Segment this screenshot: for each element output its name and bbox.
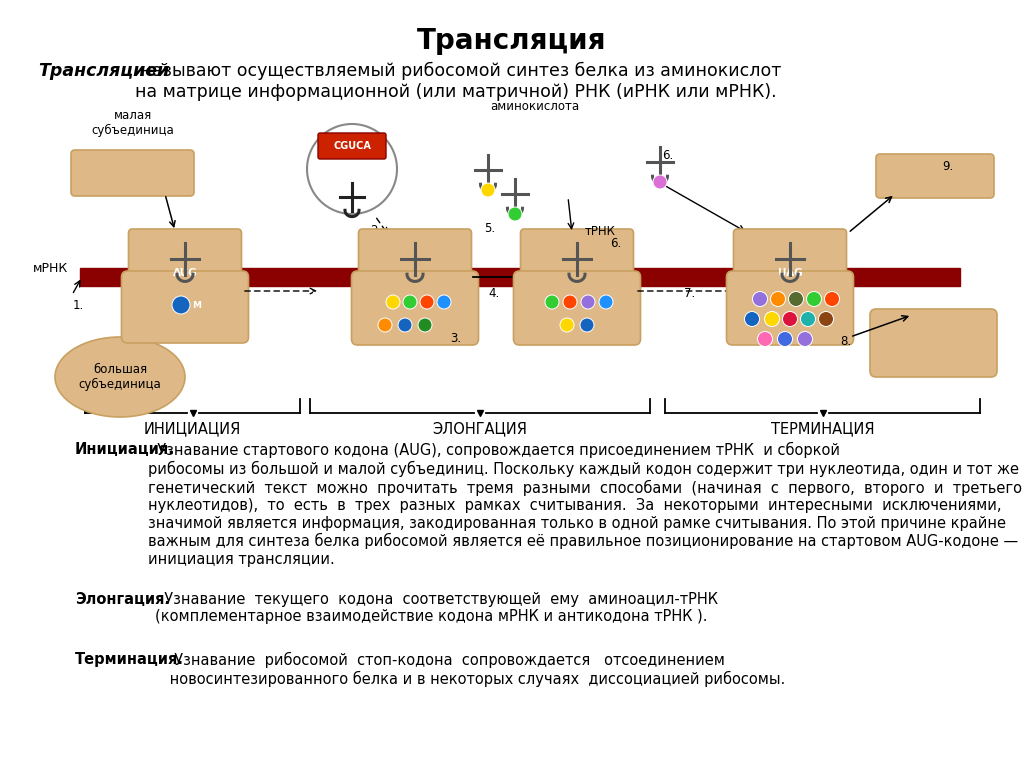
Text: Трансляция: Трансляция	[417, 27, 607, 55]
Circle shape	[807, 291, 821, 307]
Circle shape	[386, 295, 400, 309]
Text: 6.: 6.	[663, 149, 674, 162]
Text: Узнавание  текущего  кодона  соответствующей  ему  аминоацил-тРНК
(комплементарн: Узнавание текущего кодона соответствующе…	[155, 592, 718, 624]
Circle shape	[580, 318, 594, 332]
FancyBboxPatch shape	[870, 309, 997, 377]
Text: тРНК: тРНК	[585, 225, 615, 238]
Text: 8.: 8.	[840, 335, 851, 348]
Text: аминокислота: аминокислота	[490, 100, 580, 114]
Text: CGUCA: CGUCA	[333, 141, 371, 151]
Text: M: M	[193, 301, 201, 310]
Circle shape	[545, 295, 559, 309]
Ellipse shape	[55, 337, 185, 417]
Text: Терминация.: Терминация.	[75, 652, 184, 667]
Circle shape	[420, 295, 434, 309]
Circle shape	[599, 295, 613, 309]
Circle shape	[581, 295, 595, 309]
Circle shape	[777, 331, 793, 347]
FancyBboxPatch shape	[358, 229, 471, 281]
Circle shape	[378, 318, 392, 332]
FancyBboxPatch shape	[351, 271, 478, 345]
Circle shape	[481, 183, 495, 197]
Circle shape	[418, 318, 432, 332]
FancyBboxPatch shape	[128, 229, 242, 281]
Circle shape	[765, 311, 779, 327]
Text: 6.: 6.	[610, 237, 622, 250]
Circle shape	[782, 311, 798, 327]
Circle shape	[758, 331, 772, 347]
Circle shape	[753, 291, 768, 307]
FancyBboxPatch shape	[318, 133, 386, 159]
Text: 7.: 7.	[684, 287, 695, 300]
Circle shape	[770, 291, 785, 307]
Text: ИНИЦИАЦИЯ: ИНИЦИАЦИЯ	[144, 421, 241, 436]
FancyBboxPatch shape	[71, 150, 194, 196]
Text: 9.: 9.	[942, 160, 953, 173]
Circle shape	[824, 291, 840, 307]
Text: Узнавание стартового кодона (AUG), сопровождается присоединением тРНК  и сборкой: Узнавание стартового кодона (AUG), сопро…	[148, 442, 1022, 567]
FancyBboxPatch shape	[726, 271, 853, 345]
FancyBboxPatch shape	[122, 271, 249, 343]
Circle shape	[563, 295, 577, 309]
Text: Узнавание  рибосомой  стоп-кодона  сопровождается   отсоединением
 новосинтезиро: Узнавание рибосомой стоп-кодона сопровож…	[165, 652, 785, 687]
Circle shape	[801, 311, 815, 327]
Circle shape	[403, 295, 417, 309]
Text: 2.: 2.	[370, 224, 381, 237]
Text: Элонгация.: Элонгация.	[75, 592, 170, 607]
Circle shape	[508, 207, 522, 221]
Circle shape	[653, 175, 667, 189]
Text: AUG: AUG	[173, 268, 198, 278]
FancyBboxPatch shape	[520, 229, 634, 281]
Text: ЭЛОНГАЦИЯ: ЭЛОНГАЦИЯ	[432, 421, 527, 436]
FancyBboxPatch shape	[733, 229, 847, 281]
Text: 3.: 3.	[450, 332, 461, 345]
Circle shape	[307, 124, 397, 214]
FancyBboxPatch shape	[876, 154, 994, 198]
Text: 1.: 1.	[73, 299, 84, 312]
FancyBboxPatch shape	[513, 271, 640, 345]
Text: называют осуществляемый рибосомой синтез белка из аминокислот
на матрице информа: называют осуществляемый рибосомой синтез…	[135, 62, 781, 101]
Text: Трансляцией: Трансляцией	[38, 62, 169, 80]
Text: 4.: 4.	[488, 287, 500, 300]
Text: ТЕРМИНАЦИЯ: ТЕРМИНАЦИЯ	[771, 421, 874, 436]
Circle shape	[560, 318, 574, 332]
Circle shape	[744, 311, 760, 327]
Text: большая
субъединица: большая субъединица	[79, 363, 162, 391]
Text: мРНК: мРНК	[33, 262, 68, 275]
Circle shape	[172, 296, 190, 314]
Circle shape	[798, 331, 812, 347]
Circle shape	[818, 311, 834, 327]
Text: 5.: 5.	[484, 222, 496, 235]
Text: Инициация.: Инициация.	[75, 442, 175, 457]
Circle shape	[437, 295, 451, 309]
Circle shape	[788, 291, 804, 307]
Circle shape	[398, 318, 412, 332]
FancyBboxPatch shape	[80, 268, 961, 286]
Text: малая
субъединица: малая субъединица	[91, 109, 174, 137]
Text: UAG: UAG	[777, 268, 803, 278]
